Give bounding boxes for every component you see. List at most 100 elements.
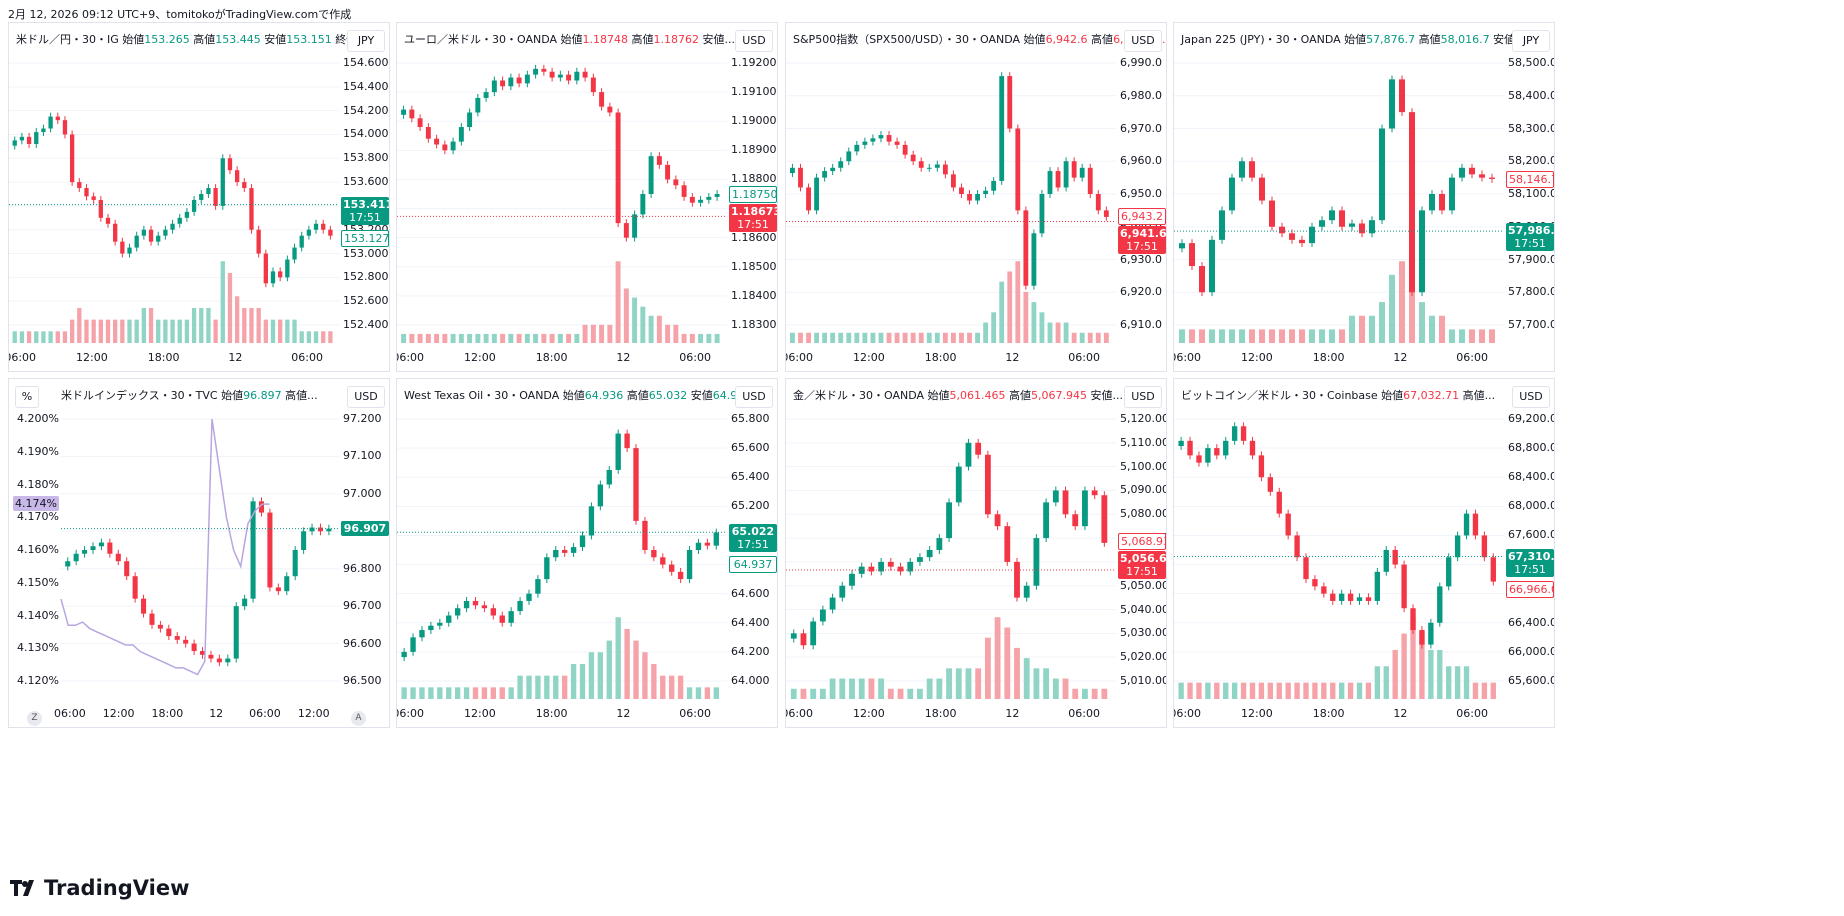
currency-button[interactable]: USD	[735, 30, 773, 52]
price-tag: 57,986.717:51	[1506, 223, 1555, 252]
price-tag: 6,941.6 17:51	[1118, 226, 1166, 255]
price-tag-countdown: 17:51	[737, 218, 769, 231]
chart-panel[interactable]: ビットコイン／米ドル・30・Coinbase 始値67,032.71 高値...…	[1173, 378, 1555, 728]
tradingview-logo[interactable]: TradingView	[10, 876, 189, 900]
volume-bar	[220, 261, 225, 343]
y-tick-label: 1.18600	[731, 230, 777, 244]
volume-bar	[651, 663, 657, 699]
volume-bar	[213, 319, 218, 343]
x-tick-label: 06:00	[1068, 707, 1100, 720]
chart-panel[interactable]: ユーロ／米ドル・30・OANDA 始値1.18748 高値1.18762 安値.…	[396, 22, 778, 372]
zoom-reset-button[interactable]: Z	[27, 711, 42, 726]
y-tick-label: 152.800	[343, 270, 389, 284]
currency-button[interactable]: USD	[347, 386, 385, 408]
volume-bar	[623, 288, 629, 343]
volume-bar	[141, 307, 147, 343]
volume-bar	[862, 332, 868, 343]
volume-bar	[156, 319, 161, 343]
y-tick-label: 5,050.000	[1120, 578, 1166, 592]
y-tick-label: 6,970.0	[1120, 121, 1162, 135]
candle-body	[878, 561, 885, 572]
y-tick-label: 58,200.0	[1508, 154, 1555, 168]
price-tag-value: 66,966.00	[1509, 582, 1554, 596]
candle-body	[936, 538, 943, 550]
price-tag-value: 96.907	[343, 521, 387, 535]
candle-body	[1454, 535, 1461, 558]
candle-body	[208, 654, 214, 659]
candle-body	[686, 550, 693, 580]
chart-panel[interactable]: Japan 225 (JPY)・30・OANDA 始値57,876.7 高値58…	[1173, 22, 1555, 372]
volume-bar	[1079, 332, 1085, 343]
candle-body	[409, 109, 415, 119]
x-tick-label: 12	[209, 707, 224, 720]
candle-body	[642, 520, 648, 550]
candle-body	[557, 74, 563, 78]
volume-bar	[1429, 315, 1435, 343]
page-header: 2月 12, 2026 09:12 UTC+9、tomitokoがTrading…	[8, 8, 352, 21]
currency-button[interactable]: USD	[1512, 386, 1550, 408]
y-tick-label: 65,600.00	[1508, 674, 1554, 687]
volume-bar	[62, 331, 68, 343]
volume-bar	[328, 331, 333, 343]
chart-panel[interactable]: 金／米ドル・30・OANDA 始値5,061.465 高値5,067.945 安…	[785, 378, 1167, 728]
currency-button[interactable]: USD	[1124, 30, 1162, 52]
chart-panel[interactable]: 米ドル／円・30・IG 始値153.265 高値153.445 安値153.15…	[8, 22, 390, 372]
volume-bar	[417, 333, 423, 343]
chart-plot[interactable]	[397, 379, 778, 728]
candle-body	[328, 229, 333, 236]
volume-bar	[1401, 633, 1407, 699]
x-tick-label: 06:00	[291, 351, 323, 364]
volume-bar	[582, 324, 588, 343]
chart-plot[interactable]	[9, 379, 390, 728]
x-tick-label: 12:00	[76, 351, 108, 364]
candle-body	[1219, 210, 1225, 240]
auto-scale-button[interactable]: A	[351, 711, 366, 726]
volume-bar	[926, 332, 932, 343]
volume-bar	[806, 332, 811, 343]
x-tick-label: 06:00	[1456, 351, 1488, 364]
chart-panel[interactable]: 米ドルインデックス・30・TVC 始値96.897 高値... USD 97.200…	[8, 378, 390, 728]
volume-bar	[1276, 682, 1282, 699]
volume-bar	[1231, 682, 1238, 699]
volume-bar	[870, 332, 876, 343]
candle-body	[12, 140, 17, 146]
x-tick-label: 18:00	[1312, 351, 1345, 364]
volume-bar	[458, 333, 464, 343]
volume-bar	[983, 322, 989, 343]
y-tick-label: 57,900.0	[1508, 252, 1555, 266]
candle-body	[490, 608, 496, 616]
title-part: 高値	[1415, 33, 1441, 46]
volume-bar	[562, 675, 568, 699]
pct-scale-button[interactable]: %	[15, 386, 39, 408]
price-tag-value: 5,056.620	[1120, 551, 1167, 565]
candle-body	[156, 235, 161, 242]
volume-bar	[1055, 322, 1061, 343]
currency-button[interactable]: USD	[1124, 386, 1162, 408]
currency-button[interactable]: JPY	[347, 30, 385, 52]
volume-bar	[1196, 682, 1202, 699]
chart-plot[interactable]	[9, 23, 390, 372]
candle-body	[886, 135, 892, 142]
chart-plot[interactable]	[786, 379, 1167, 728]
candle-body	[984, 454, 991, 515]
currency-button[interactable]: USD	[735, 386, 773, 408]
chart-plot[interactable]	[397, 23, 778, 372]
chart-panel[interactable]: West Texas Oil・30・OANDA 始値64.936 高値65.03…	[396, 378, 778, 728]
volume-bar	[541, 333, 547, 343]
volume-bar	[199, 307, 204, 343]
volume-bar	[918, 332, 924, 343]
candle-body	[704, 542, 711, 546]
price-tag-value: 57,986.7	[1508, 224, 1555, 238]
pct-tick-label: 4.140%	[17, 608, 59, 622]
chart-plot[interactable]	[786, 23, 1167, 372]
chart-plot[interactable]	[1174, 23, 1555, 372]
candle-body	[951, 174, 956, 188]
chart-panel[interactable]: S&P500指数（SPX500/USD）・30・OANDA 始値6,942.6 …	[785, 22, 1167, 372]
candle-body	[41, 128, 46, 133]
volume-bar	[517, 675, 523, 699]
chart-plot[interactable]	[1174, 379, 1555, 728]
currency-button[interactable]: JPY	[1512, 30, 1550, 52]
y-tick-label: 6,990.0	[1120, 56, 1162, 69]
candle-body	[669, 564, 675, 572]
candle-body	[516, 77, 522, 84]
